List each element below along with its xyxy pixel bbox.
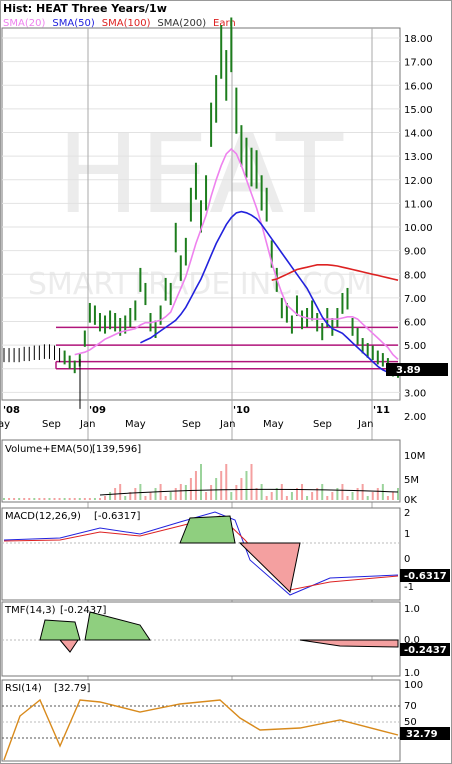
tmf-tick-top: 1.0 bbox=[404, 604, 420, 615]
tmf-tick-bottom: 1.0 bbox=[404, 668, 420, 679]
price-tick: 5.00 bbox=[404, 341, 426, 352]
macd-value: [-0.6317] bbox=[94, 511, 141, 522]
macd-line bbox=[3, 511, 399, 596]
x-label: '09 bbox=[89, 405, 106, 416]
price-axis: 2.003.004.005.006.007.008.009.0010.0011.… bbox=[404, 34, 433, 423]
x-label: '08 bbox=[3, 405, 20, 416]
watermark-brand: SMARTTRADE INC.COM bbox=[28, 267, 372, 302]
price-tick: 14.00 bbox=[404, 129, 433, 140]
volume-value: [139,596] bbox=[92, 444, 141, 455]
tmf-panel: TMF(14,3) [-0.2437] 1.0 0.0 -0.2437 1.0 bbox=[1, 601, 450, 679]
macd-tag-text: -0.6317 bbox=[404, 571, 447, 582]
x-label: Jan bbox=[79, 419, 95, 430]
rsi-tag-text: 32.79 bbox=[406, 729, 438, 740]
price-tick: 7.00 bbox=[404, 294, 426, 305]
price-tag-text: 3.89 bbox=[396, 365, 421, 376]
x-label: Jan bbox=[219, 419, 235, 430]
price-tick: 18.00 bbox=[404, 34, 433, 45]
rsi-line bbox=[3, 698, 399, 761]
tmf-area bbox=[39, 611, 399, 653]
price-tick: 2.00 bbox=[404, 412, 426, 423]
volume-bars bbox=[3, 464, 399, 500]
x-label: '11 bbox=[373, 405, 390, 416]
legend-item-2: SMA(100) bbox=[102, 18, 151, 29]
legend-item-1: SMA(50) bbox=[52, 18, 94, 29]
legend: SMA(20) SMA(50) SMA(100) SMA(200) Earn bbox=[3, 18, 236, 29]
price-tick: 10.00 bbox=[404, 223, 433, 234]
sma-line bbox=[74, 147, 399, 360]
volume-ema bbox=[99, 488, 399, 496]
tmf-tag bbox=[400, 643, 450, 656]
macd-tick-2: 2 bbox=[404, 508, 410, 519]
sma-line bbox=[271, 264, 399, 281]
tmf-label: TMF(14,3) bbox=[4, 605, 56, 616]
macd-tick-minus1: -1 bbox=[404, 582, 414, 593]
price-tick: 12.00 bbox=[404, 176, 433, 187]
rsi-tick-70: 70 bbox=[404, 701, 417, 712]
price-tick: 3.00 bbox=[404, 388, 426, 399]
legend-item-4: Earn bbox=[213, 18, 236, 29]
price-tick: 11.00 bbox=[404, 199, 433, 210]
price-tick: 9.00 bbox=[404, 247, 426, 258]
tmf-tick-zero: 0.0 bbox=[404, 635, 420, 646]
rsi-tick-50: 50 bbox=[404, 717, 417, 728]
rsi-panel: RSI(14) [32.79] 100 70 50 32.79 bbox=[1, 679, 450, 762]
macd-lines bbox=[3, 511, 399, 596]
tmf-negative bbox=[58, 639, 399, 653]
legend-item-0: SMA(20) bbox=[3, 18, 45, 29]
sma-line bbox=[140, 210, 398, 375]
support-lines bbox=[55, 326, 398, 370]
volume-label: Volume+EMA(50) bbox=[5, 444, 93, 455]
macd-label: MACD(12,26,9) bbox=[5, 511, 81, 522]
x-label: ay bbox=[0, 419, 10, 430]
volume-tick-0k: 0K bbox=[404, 495, 417, 506]
volume-tick-5m: 5M bbox=[404, 475, 419, 486]
macd-tag bbox=[400, 569, 450, 582]
rsi-tick-100: 100 bbox=[404, 680, 423, 691]
price-tick: 6.00 bbox=[404, 318, 426, 329]
x-label: '10 bbox=[233, 405, 250, 416]
x-label: Jan bbox=[357, 419, 373, 430]
price-tick: 8.00 bbox=[404, 270, 426, 281]
macd-tick-0: 0 bbox=[404, 554, 410, 565]
price-tick: 17.00 bbox=[404, 58, 433, 69]
macd-panel: MACD(12,26,9) [-0.6317] 2 1 0 -1 -0.6317 bbox=[1, 507, 450, 601]
x-label: May bbox=[125, 419, 146, 430]
price-tick: 13.00 bbox=[404, 152, 433, 163]
macd-hist-neg bbox=[238, 542, 301, 594]
chart-title: Hist: HEAT Three Years/1w bbox=[3, 2, 167, 15]
volume-tick-10m: 10M bbox=[404, 451, 425, 462]
rsi-value: [32.79] bbox=[54, 683, 91, 694]
macd-tick-1: 1 bbox=[404, 529, 410, 540]
moving-averages bbox=[74, 147, 399, 375]
price-panel: HEAT SMARTTRADE INC.COM 2.003.004.005.00… bbox=[1, 17, 448, 761]
legend-item-3: SMA(200) bbox=[157, 18, 206, 29]
x-label: May bbox=[263, 419, 284, 430]
x-label: Sep bbox=[182, 419, 201, 430]
tmf-value: [-0.2437] bbox=[60, 605, 107, 616]
rsi-path bbox=[3, 698, 399, 761]
x-label: Sep bbox=[313, 419, 332, 430]
volume-panel: Volume+EMA(50) [139,596] 10M 5M 0K bbox=[1, 439, 425, 506]
macd-hist-pos bbox=[179, 515, 236, 544]
x-label: Sep bbox=[42, 419, 61, 430]
rsi-label: RSI(14) bbox=[5, 683, 42, 694]
tmf-tag-text: -0.2437 bbox=[404, 645, 447, 656]
price-tag bbox=[386, 363, 448, 376]
price-tick: 16.00 bbox=[404, 81, 433, 92]
rsi-panel-frame bbox=[1, 679, 401, 762]
rsi-tag bbox=[400, 727, 450, 740]
price-tick: 15.00 bbox=[404, 105, 433, 116]
